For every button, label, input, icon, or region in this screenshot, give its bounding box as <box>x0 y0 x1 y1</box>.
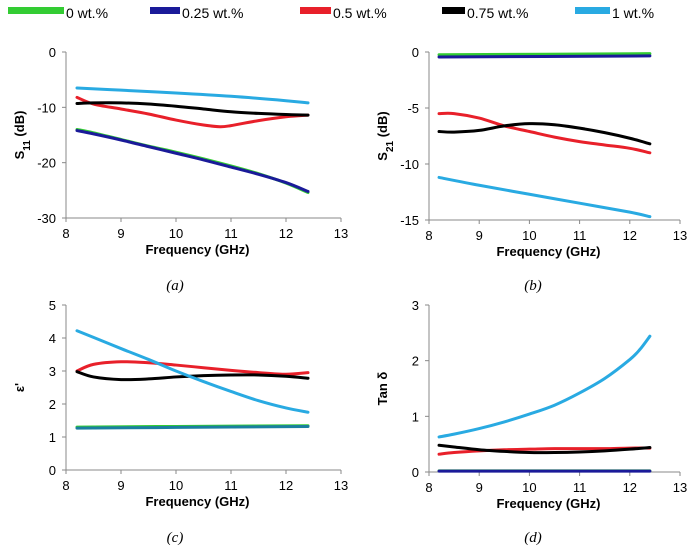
x-tick-label: 12 <box>279 226 293 241</box>
series-line <box>75 101 310 117</box>
legend-entry: 0 wt.% <box>8 5 108 21</box>
series-line <box>75 95 310 129</box>
legend-entry: 0.5 wt.% <box>300 5 387 21</box>
y-axis-title: S11 (dB) <box>12 111 33 160</box>
y-tick-label: -15 <box>400 213 419 228</box>
legend-label: 0.5 wt.% <box>333 5 387 21</box>
x-axis-title: Frequency (GHz) <box>145 242 249 257</box>
y-tick-label: 0 <box>412 465 419 480</box>
y-tick-label: -5 <box>407 101 419 116</box>
chart-panel: 8 9 10 11 12 13 0 -5 -10 -15 Frequency (GHz) S21 (d… <box>375 45 687 294</box>
x-tick-label: 12 <box>279 478 293 493</box>
y-axis-title-unit: (dB) <box>375 111 390 141</box>
y-tick-label: 4 <box>49 331 56 346</box>
y-tick-label: 5 <box>49 298 56 313</box>
legend-entry: 0.25 wt.% <box>150 5 243 21</box>
y-tick-label: -10 <box>400 157 419 172</box>
x-tick-label: 11 <box>224 226 238 241</box>
y-axis-title: ε' <box>12 383 27 392</box>
x-tick-label: 9 <box>476 480 483 495</box>
series-line <box>75 129 310 193</box>
y-axis-title-main: ε' <box>12 383 27 392</box>
x-tick-label: 10 <box>169 226 183 241</box>
x-tick-label: 8 <box>62 478 69 493</box>
y-tick-label: 2 <box>412 354 419 369</box>
panel-caption: (b) <box>524 278 542 294</box>
legend-swatch <box>150 7 180 14</box>
x-tick-label: 13 <box>673 480 687 495</box>
legend-swatch <box>442 7 465 14</box>
y-tick-label: -20 <box>37 156 56 171</box>
x-tick-label: 11 <box>573 228 587 243</box>
legend-label: 0 wt.% <box>66 5 108 21</box>
x-tick-label: 9 <box>117 226 124 241</box>
series-line <box>437 54 652 59</box>
legend-swatch <box>8 7 64 14</box>
x-tick-label: 13 <box>334 226 348 241</box>
x-tick-label: 12 <box>623 480 637 495</box>
series-line <box>437 52 652 57</box>
x-tick-label: 8 <box>425 480 432 495</box>
panel-caption: (c) <box>167 530 184 546</box>
y-tick-label: 0 <box>412 45 419 60</box>
legend-label: 1 wt.% <box>612 5 654 21</box>
legend-swatch <box>300 7 331 14</box>
y-axis-title-subscript: 11 <box>22 140 33 151</box>
y-tick-label: 3 <box>412 298 419 313</box>
y-axis-title-main: Tan δ <box>375 372 390 406</box>
series-line <box>437 334 652 439</box>
y-tick-label: 1 <box>49 430 56 445</box>
series-line <box>75 329 310 414</box>
y-axis-title-unit: (dB) <box>12 111 27 141</box>
series-line <box>75 86 310 105</box>
y-axis-title-subscript: 21 <box>385 140 396 152</box>
x-tick-label: 10 <box>522 228 536 243</box>
legend-label: 0.25 wt.% <box>182 5 243 21</box>
legend-swatch <box>575 7 610 14</box>
x-tick-label: 8 <box>425 228 432 243</box>
y-tick-label: 1 <box>412 409 419 424</box>
series-line <box>75 360 310 376</box>
series-line <box>75 424 310 430</box>
x-axis-title: Frequency (GHz) <box>496 244 600 259</box>
y-tick-label: 0 <box>49 463 56 478</box>
y-tick-label: -10 <box>37 100 56 115</box>
legend-entry: 0.75 wt.% <box>442 5 528 21</box>
panel-caption: (a) <box>166 278 184 294</box>
panel-caption: (d) <box>524 530 542 546</box>
x-tick-label: 8 <box>62 226 69 241</box>
x-tick-label: 11 <box>573 480 587 495</box>
y-axis-title-main: S <box>375 152 390 161</box>
series-line <box>437 111 652 155</box>
series-line <box>437 175 652 219</box>
x-tick-label: 11 <box>224 478 238 493</box>
y-axis-title: Tan δ <box>375 372 390 406</box>
x-tick-label: 10 <box>169 478 183 493</box>
x-tick-label: 10 <box>522 480 536 495</box>
x-axis-title: Frequency (GHz) <box>145 494 249 509</box>
x-tick-label: 13 <box>334 478 348 493</box>
x-tick-label: 13 <box>673 228 687 243</box>
legend: 0 wt.% 0.25 wt.% 0.5 wt.% 0.75 wt.% 1 wt.% <box>8 5 654 21</box>
legend-label: 0.75 wt.% <box>467 5 528 21</box>
y-tick-label: 0 <box>49 45 56 60</box>
y-axis-title-main: S <box>12 150 27 159</box>
x-tick-label: 9 <box>476 228 483 243</box>
x-tick-label: 9 <box>117 478 124 493</box>
series-line <box>437 122 652 146</box>
legend-entry: 1 wt.% <box>575 5 654 21</box>
x-tick-label: 12 <box>623 228 637 243</box>
y-tick-label: -30 <box>37 211 56 226</box>
x-axis-title: Frequency (GHz) <box>496 496 600 511</box>
y-tick-label: 2 <box>49 397 56 412</box>
y-axis-title: S21 (dB) <box>375 111 396 160</box>
series-line <box>437 443 652 455</box>
y-tick-label: 3 <box>49 364 56 379</box>
series-line <box>437 446 652 456</box>
